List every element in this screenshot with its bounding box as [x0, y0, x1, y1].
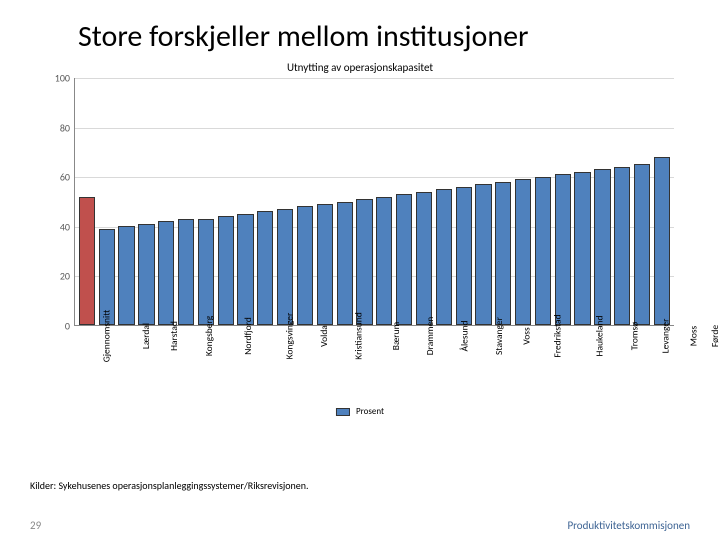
- x-tick-label: Levanger: [642, 328, 677, 344]
- bar-slot: [652, 78, 672, 325]
- x-tick-label: Moss: [677, 328, 698, 344]
- bar: [436, 189, 452, 325]
- bar: [257, 211, 273, 325]
- bar-slot: [216, 78, 236, 325]
- bar: [118, 226, 134, 325]
- x-tick-label: Førde: [698, 328, 720, 344]
- bar: [138, 224, 154, 325]
- bar: [198, 219, 214, 325]
- bar: [555, 174, 571, 325]
- bar: [614, 167, 630, 325]
- bar-slot: [255, 78, 275, 325]
- bar: [574, 172, 590, 325]
- bar: [416, 192, 432, 325]
- bar-slot: [513, 78, 533, 325]
- bar: [515, 179, 531, 325]
- x-tick-label: Harstad: [153, 328, 183, 344]
- y-tick-label: 20: [40, 270, 70, 283]
- page-number: 29: [30, 519, 41, 532]
- x-tick-label: Kongsberg: [183, 328, 223, 344]
- bar-slot: [493, 78, 513, 325]
- x-tick-label: Ålesund: [443, 328, 474, 344]
- y-tick-label: 80: [40, 121, 70, 134]
- x-tick-label: Kongsvinger: [260, 328, 307, 344]
- bar: [396, 194, 412, 325]
- bar: [79, 197, 95, 325]
- y-tick-label: 40: [40, 220, 70, 233]
- bar-slot: [236, 78, 256, 325]
- bar-slot: [315, 78, 335, 325]
- bar: [158, 221, 174, 325]
- bar-slot: [136, 78, 156, 325]
- x-tick-label: Nordfjord: [223, 328, 261, 344]
- bar: [277, 209, 293, 325]
- legend-label: Prosent: [356, 406, 384, 417]
- bar: [535, 177, 551, 325]
- bar-slot: [394, 78, 414, 325]
- bar: [356, 199, 372, 325]
- x-tick-label: Gjennomsnitt: [74, 328, 127, 344]
- bar: [376, 197, 392, 325]
- bar: [634, 164, 650, 325]
- bar-slot: [295, 78, 315, 325]
- bar-slot: [414, 78, 434, 325]
- bar-slot: [176, 78, 196, 325]
- x-tick-label: Drammen: [405, 328, 443, 344]
- bar-slot: [77, 78, 97, 325]
- bar: [237, 214, 253, 325]
- bar-slot: [593, 78, 613, 325]
- y-tick-label: 60: [40, 171, 70, 184]
- bar-slot: [533, 78, 553, 325]
- legend-swatch: [336, 408, 350, 416]
- bar: [297, 206, 313, 325]
- bar-slot: [275, 78, 295, 325]
- x-tick-label: Voss: [512, 328, 529, 344]
- x-tick-label: Bærum: [376, 328, 404, 344]
- x-tick-label: Fredrikstad: [530, 328, 573, 344]
- bar-slot: [434, 78, 454, 325]
- x-tick-label: Haukeland: [573, 328, 614, 344]
- bar-slot: [632, 78, 652, 325]
- bar-slot: [573, 78, 593, 325]
- slide-footer: 29 Produktivitetskommisjonen: [0, 519, 720, 532]
- bar: [218, 216, 234, 325]
- plot-area: [74, 78, 674, 326]
- bar: [594, 169, 610, 325]
- bar: [337, 202, 353, 326]
- bar: [178, 219, 194, 325]
- bar-slot: [474, 78, 494, 325]
- brand-label: Produktivitetskommisjonen: [567, 519, 690, 532]
- x-tick-label: Lærdal: [127, 328, 153, 344]
- bar-slot: [374, 78, 394, 325]
- bar-slot: [156, 78, 176, 325]
- bar: [317, 204, 333, 325]
- x-tick-label: Tromsø: [614, 328, 643, 344]
- bar: [654, 157, 670, 325]
- chart-container: Utnytting av operasjonskapasitet 0 20 40 60…: [40, 61, 680, 441]
- x-tick-label: Stavanger: [474, 328, 512, 344]
- y-tick-label: 100: [40, 72, 70, 85]
- x-axis-labels: GjennomsnittLærdalHarstadKongsbergNordfj…: [74, 328, 674, 344]
- bar: [456, 187, 472, 325]
- bar-slot: [553, 78, 573, 325]
- x-tick-label: Volda: [307, 328, 329, 344]
- bar-series: [75, 78, 674, 325]
- bar: [495, 182, 511, 325]
- slide: Store forskjeller mellom institusjoner U…: [0, 0, 720, 540]
- page-title: Store forskjeller mellom institusjoner: [78, 18, 690, 55]
- bar-slot: [117, 78, 137, 325]
- y-tick-label: 0: [40, 320, 70, 333]
- bar-slot: [335, 78, 355, 325]
- source-note: Kilder: Sykehusenes operasjonsplanleggin…: [30, 479, 309, 492]
- bar-slot: [196, 78, 216, 325]
- chart-legend: Prosent: [336, 406, 384, 417]
- chart-plot: 020406080100 GjennomsnittLærdalHarstadKo…: [40, 78, 680, 338]
- x-tick-label: Kristiansund: [329, 328, 376, 344]
- bar-slot: [612, 78, 632, 325]
- chart-title: Utnytting av operasjonskapasitet: [40, 61, 680, 74]
- bar-slot: [454, 78, 474, 325]
- bar-slot: [355, 78, 375, 325]
- bar: [475, 184, 491, 325]
- bar-slot: [97, 78, 117, 325]
